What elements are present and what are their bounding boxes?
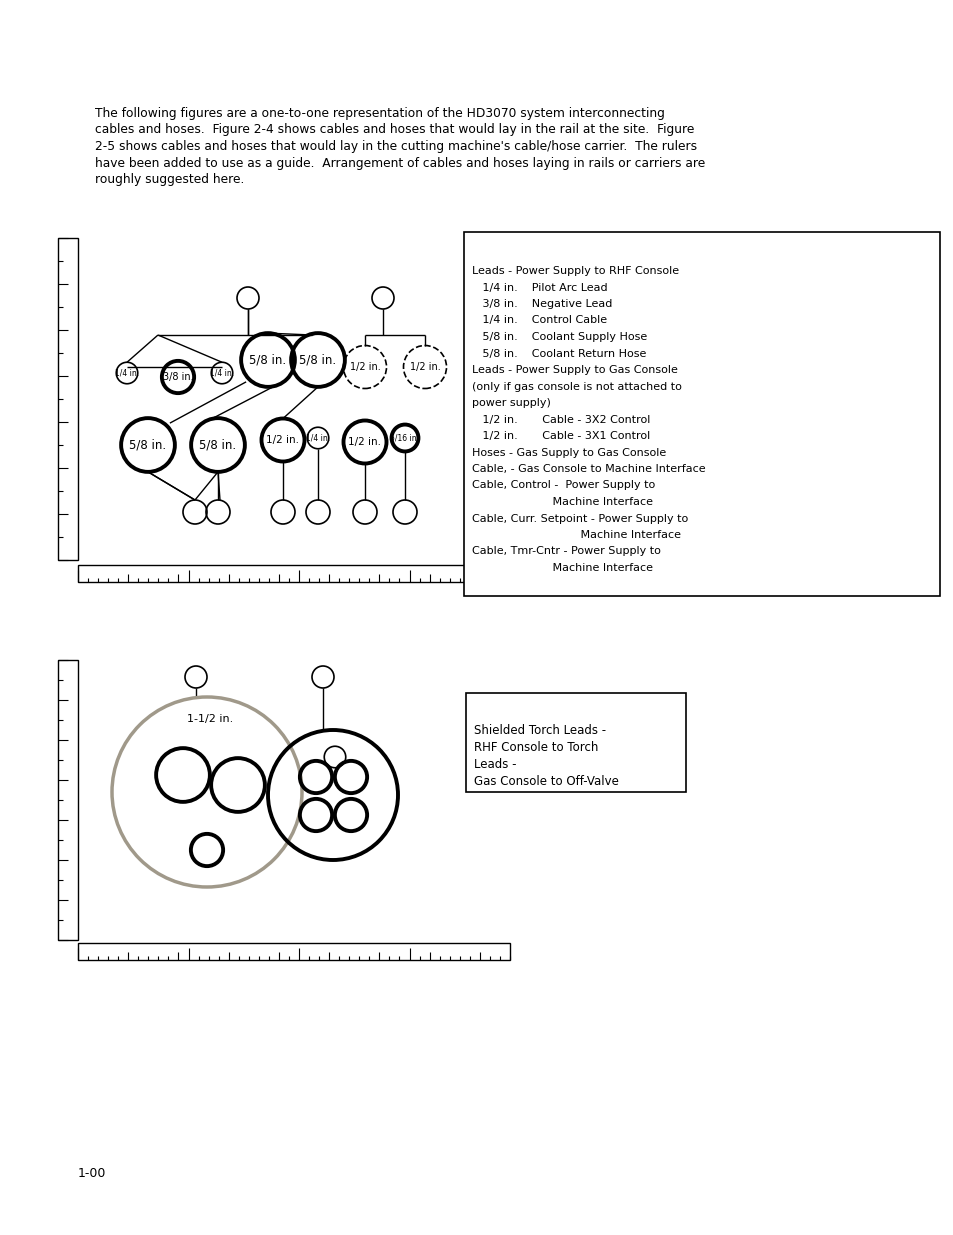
Text: 1/2 in.: 1/2 in.: [266, 435, 299, 445]
Text: 3/8 in.: 3/8 in.: [163, 372, 193, 382]
Bar: [58, 238, 78, 559]
Text: 1/4 in.: 1/4 in.: [306, 433, 330, 442]
Text: 2-5 shows cables and hoses that would lay in the cutting machine's cable/hose ca: 2-5 shows cables and hoses that would la…: [95, 140, 697, 153]
Text: 1/4 in.: 1/4 in.: [210, 368, 233, 378]
Text: RHF Console to Torch: RHF Console to Torch: [474, 741, 598, 755]
Bar: [78, 564, 510, 582]
Text: 1-00: 1-00: [78, 1167, 107, 1179]
Text: Machine Interface: Machine Interface: [472, 530, 680, 540]
Text: Hoses - Gas Supply to Gas Console: Hoses - Gas Supply to Gas Console: [472, 447, 665, 457]
Bar: [78, 944, 510, 960]
Text: Shielded Torch Leads -: Shielded Torch Leads -: [474, 724, 605, 737]
Text: 1/2 in.: 1/2 in.: [349, 362, 380, 372]
Text: 5/8 in.: 5/8 in.: [299, 353, 336, 367]
Text: Machine Interface: Machine Interface: [472, 496, 652, 508]
Text: (only if gas console is not attached to: (only if gas console is not attached to: [472, 382, 681, 391]
Text: roughly suggested here.: roughly suggested here.: [95, 173, 244, 186]
Text: Cable, Curr. Setpoint - Power Supply to: Cable, Curr. Setpoint - Power Supply to: [472, 514, 687, 524]
Text: Cable, Control -  Power Supply to: Cable, Control - Power Supply to: [472, 480, 655, 490]
Text: power supply): power supply): [472, 398, 550, 408]
Text: cables and hoses.  Figure 2-4 shows cables and hoses that would lay in the rail : cables and hoses. Figure 2-4 shows cable…: [95, 124, 694, 137]
Text: 5/8 in.: 5/8 in.: [130, 438, 167, 452]
Text: 1/2 in.       Cable - 3X2 Control: 1/2 in. Cable - 3X2 Control: [472, 415, 650, 425]
Text: Leads - Power Supply to Gas Console: Leads - Power Supply to Gas Console: [472, 366, 678, 375]
Text: 1-1/2 in.: 1-1/2 in.: [187, 714, 233, 724]
Text: The following figures are a one-to-one representation of the HD3070 system inter: The following figures are a one-to-one r…: [95, 107, 664, 120]
Text: 1/4 in.: 1/4 in.: [114, 368, 139, 378]
Text: Machine Interface: Machine Interface: [472, 563, 652, 573]
Bar: [58, 659, 78, 940]
Bar: [463, 232, 939, 597]
Text: Leads - Power Supply to RHF Console: Leads - Power Supply to RHF Console: [472, 266, 679, 275]
Text: 1/2 in.: 1/2 in.: [348, 437, 381, 447]
Text: Cable, Tmr-Cntr - Power Supply to: Cable, Tmr-Cntr - Power Supply to: [472, 547, 660, 557]
Text: 1/4 in.    Control Cable: 1/4 in. Control Cable: [472, 315, 606, 326]
Text: 1/2 in.       Cable - 3X1 Control: 1/2 in. Cable - 3X1 Control: [472, 431, 650, 441]
Text: 1/4 in.    Pilot Arc Lead: 1/4 in. Pilot Arc Lead: [472, 283, 607, 293]
Bar: [465, 693, 685, 792]
Text: 1/2 in.: 1/2 in.: [409, 362, 440, 372]
Text: Gas Console to Off-Valve: Gas Console to Off-Valve: [474, 776, 618, 788]
Text: 5/8 in.    Coolant Supply Hose: 5/8 in. Coolant Supply Hose: [472, 332, 646, 342]
Text: 5/8 in.: 5/8 in.: [249, 353, 286, 367]
Text: 5/16 in.: 5/16 in.: [390, 433, 419, 442]
Text: 3/8 in.    Negative Lead: 3/8 in. Negative Lead: [472, 299, 612, 309]
Text: 5/8 in.    Coolant Return Hose: 5/8 in. Coolant Return Hose: [472, 348, 646, 358]
Text: Cable, - Gas Console to Machine Interface: Cable, - Gas Console to Machine Interfac…: [472, 464, 705, 474]
Text: 5/8 in.: 5/8 in.: [199, 438, 236, 452]
Text: have been added to use as a guide.  Arrangement of cables and hoses laying in ra: have been added to use as a guide. Arran…: [95, 157, 704, 169]
Text: Leads -: Leads -: [474, 758, 516, 771]
